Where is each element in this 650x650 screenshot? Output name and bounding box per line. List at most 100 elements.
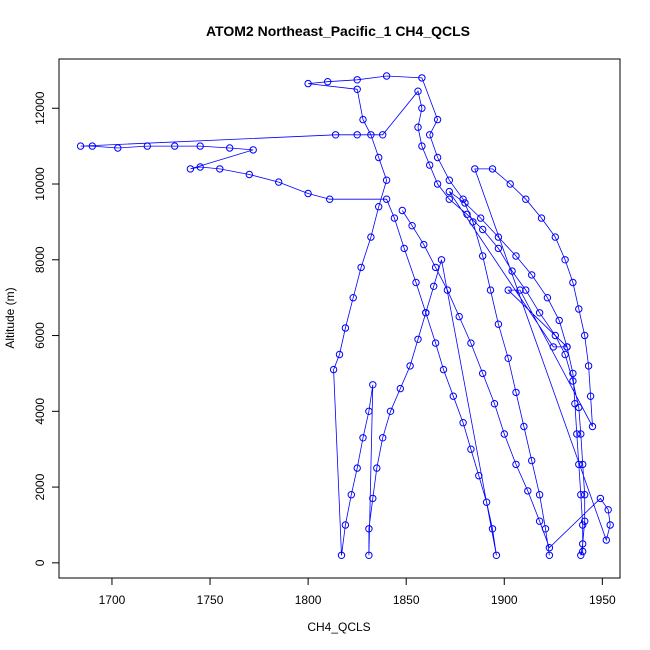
data-point	[479, 369, 487, 378]
data-point	[561, 350, 569, 359]
data-point	[577, 551, 585, 559]
data-point	[535, 517, 544, 525]
y-axis-label: Altitude (m)	[3, 287, 17, 348]
data-point	[304, 79, 312, 88]
data-point	[390, 214, 399, 222]
x-tick-label: 1850	[393, 593, 420, 607]
data-point	[506, 180, 514, 188]
y-tick-label: 0	[33, 559, 47, 566]
data-point	[430, 282, 438, 290]
data-point	[569, 369, 577, 378]
data-point	[418, 74, 426, 82]
data-point	[414, 123, 422, 131]
data-point	[329, 365, 338, 374]
data-point	[543, 294, 552, 302]
data-point	[463, 210, 471, 219]
data-point	[494, 320, 503, 328]
data-point	[382, 195, 391, 203]
data-point	[341, 521, 350, 529]
data-point	[492, 551, 501, 559]
data-point	[469, 218, 477, 226]
data-point	[171, 142, 179, 150]
data-point	[349, 294, 357, 302]
data-point	[382, 72, 391, 80]
data-point	[579, 521, 587, 529]
data-point	[324, 78, 332, 86]
data-point	[369, 381, 377, 389]
data-point	[386, 407, 395, 415]
x-tick-label: 1950	[589, 593, 616, 607]
data-point	[545, 551, 554, 559]
data-point	[114, 144, 122, 152]
data-point	[482, 498, 491, 506]
data-point	[335, 350, 344, 359]
data-point	[226, 144, 234, 152]
data-point	[512, 252, 520, 260]
data-point	[581, 331, 589, 340]
data-point	[500, 430, 508, 438]
data-point	[579, 547, 587, 556]
data-point	[508, 267, 516, 275]
data-point	[604, 506, 612, 514]
data-point	[445, 176, 453, 184]
data-point	[524, 487, 532, 495]
data-point	[512, 388, 520, 397]
x-axis: 1700 1750 1800 1850 1900 1950	[99, 577, 616, 607]
x-tick-label: 1750	[197, 593, 224, 607]
data-point	[418, 104, 426, 112]
data-point	[575, 305, 583, 313]
data-point	[528, 456, 536, 465]
data-point	[488, 165, 497, 173]
data-point	[467, 339, 475, 347]
data-point	[516, 286, 524, 294]
data-point	[365, 551, 373, 559]
data-point	[331, 131, 340, 139]
data-point	[545, 544, 554, 552]
data-point	[437, 256, 446, 264]
data-point	[186, 165, 195, 173]
data-point	[337, 551, 346, 559]
data-point	[588, 422, 597, 431]
data-point	[379, 434, 387, 442]
data-point	[573, 430, 581, 438]
data-point	[606, 521, 614, 529]
data-point	[575, 403, 583, 412]
data-point	[326, 195, 334, 203]
data-point	[341, 324, 350, 332]
data-point	[418, 142, 426, 150]
data-point	[471, 165, 479, 173]
data-points	[76, 72, 614, 559]
data-point	[196, 142, 204, 150]
data-point	[353, 131, 361, 139]
data-point	[586, 392, 595, 400]
data-point	[426, 161, 434, 169]
data-point	[375, 153, 383, 162]
data-point	[439, 365, 448, 374]
data-point	[245, 170, 254, 179]
data-point	[382, 176, 391, 184]
data-point	[426, 131, 434, 139]
data-point	[602, 536, 610, 544]
data-point	[367, 233, 375, 241]
data-point	[365, 525, 373, 533]
data-point	[433, 115, 442, 124]
data-point	[398, 206, 406, 215]
chart-title: ATOM2 Northeast_Pacific_1 CH4_QCLS	[206, 23, 470, 39]
data-point	[494, 233, 503, 241]
data-point	[494, 244, 503, 253]
data-point	[477, 214, 485, 222]
data-point	[475, 472, 483, 480]
series-path	[80, 75, 611, 556]
y-tick-label: 12000	[33, 91, 47, 125]
data-point	[406, 362, 414, 370]
data-point	[563, 343, 571, 351]
data-point	[76, 142, 85, 150]
data-point	[581, 491, 589, 499]
data-point	[445, 187, 453, 196]
data-point	[88, 142, 97, 150]
data-point	[488, 525, 497, 533]
data-point	[541, 525, 550, 533]
data-point	[537, 214, 546, 222]
data-point	[408, 222, 416, 230]
data-point	[577, 430, 585, 438]
